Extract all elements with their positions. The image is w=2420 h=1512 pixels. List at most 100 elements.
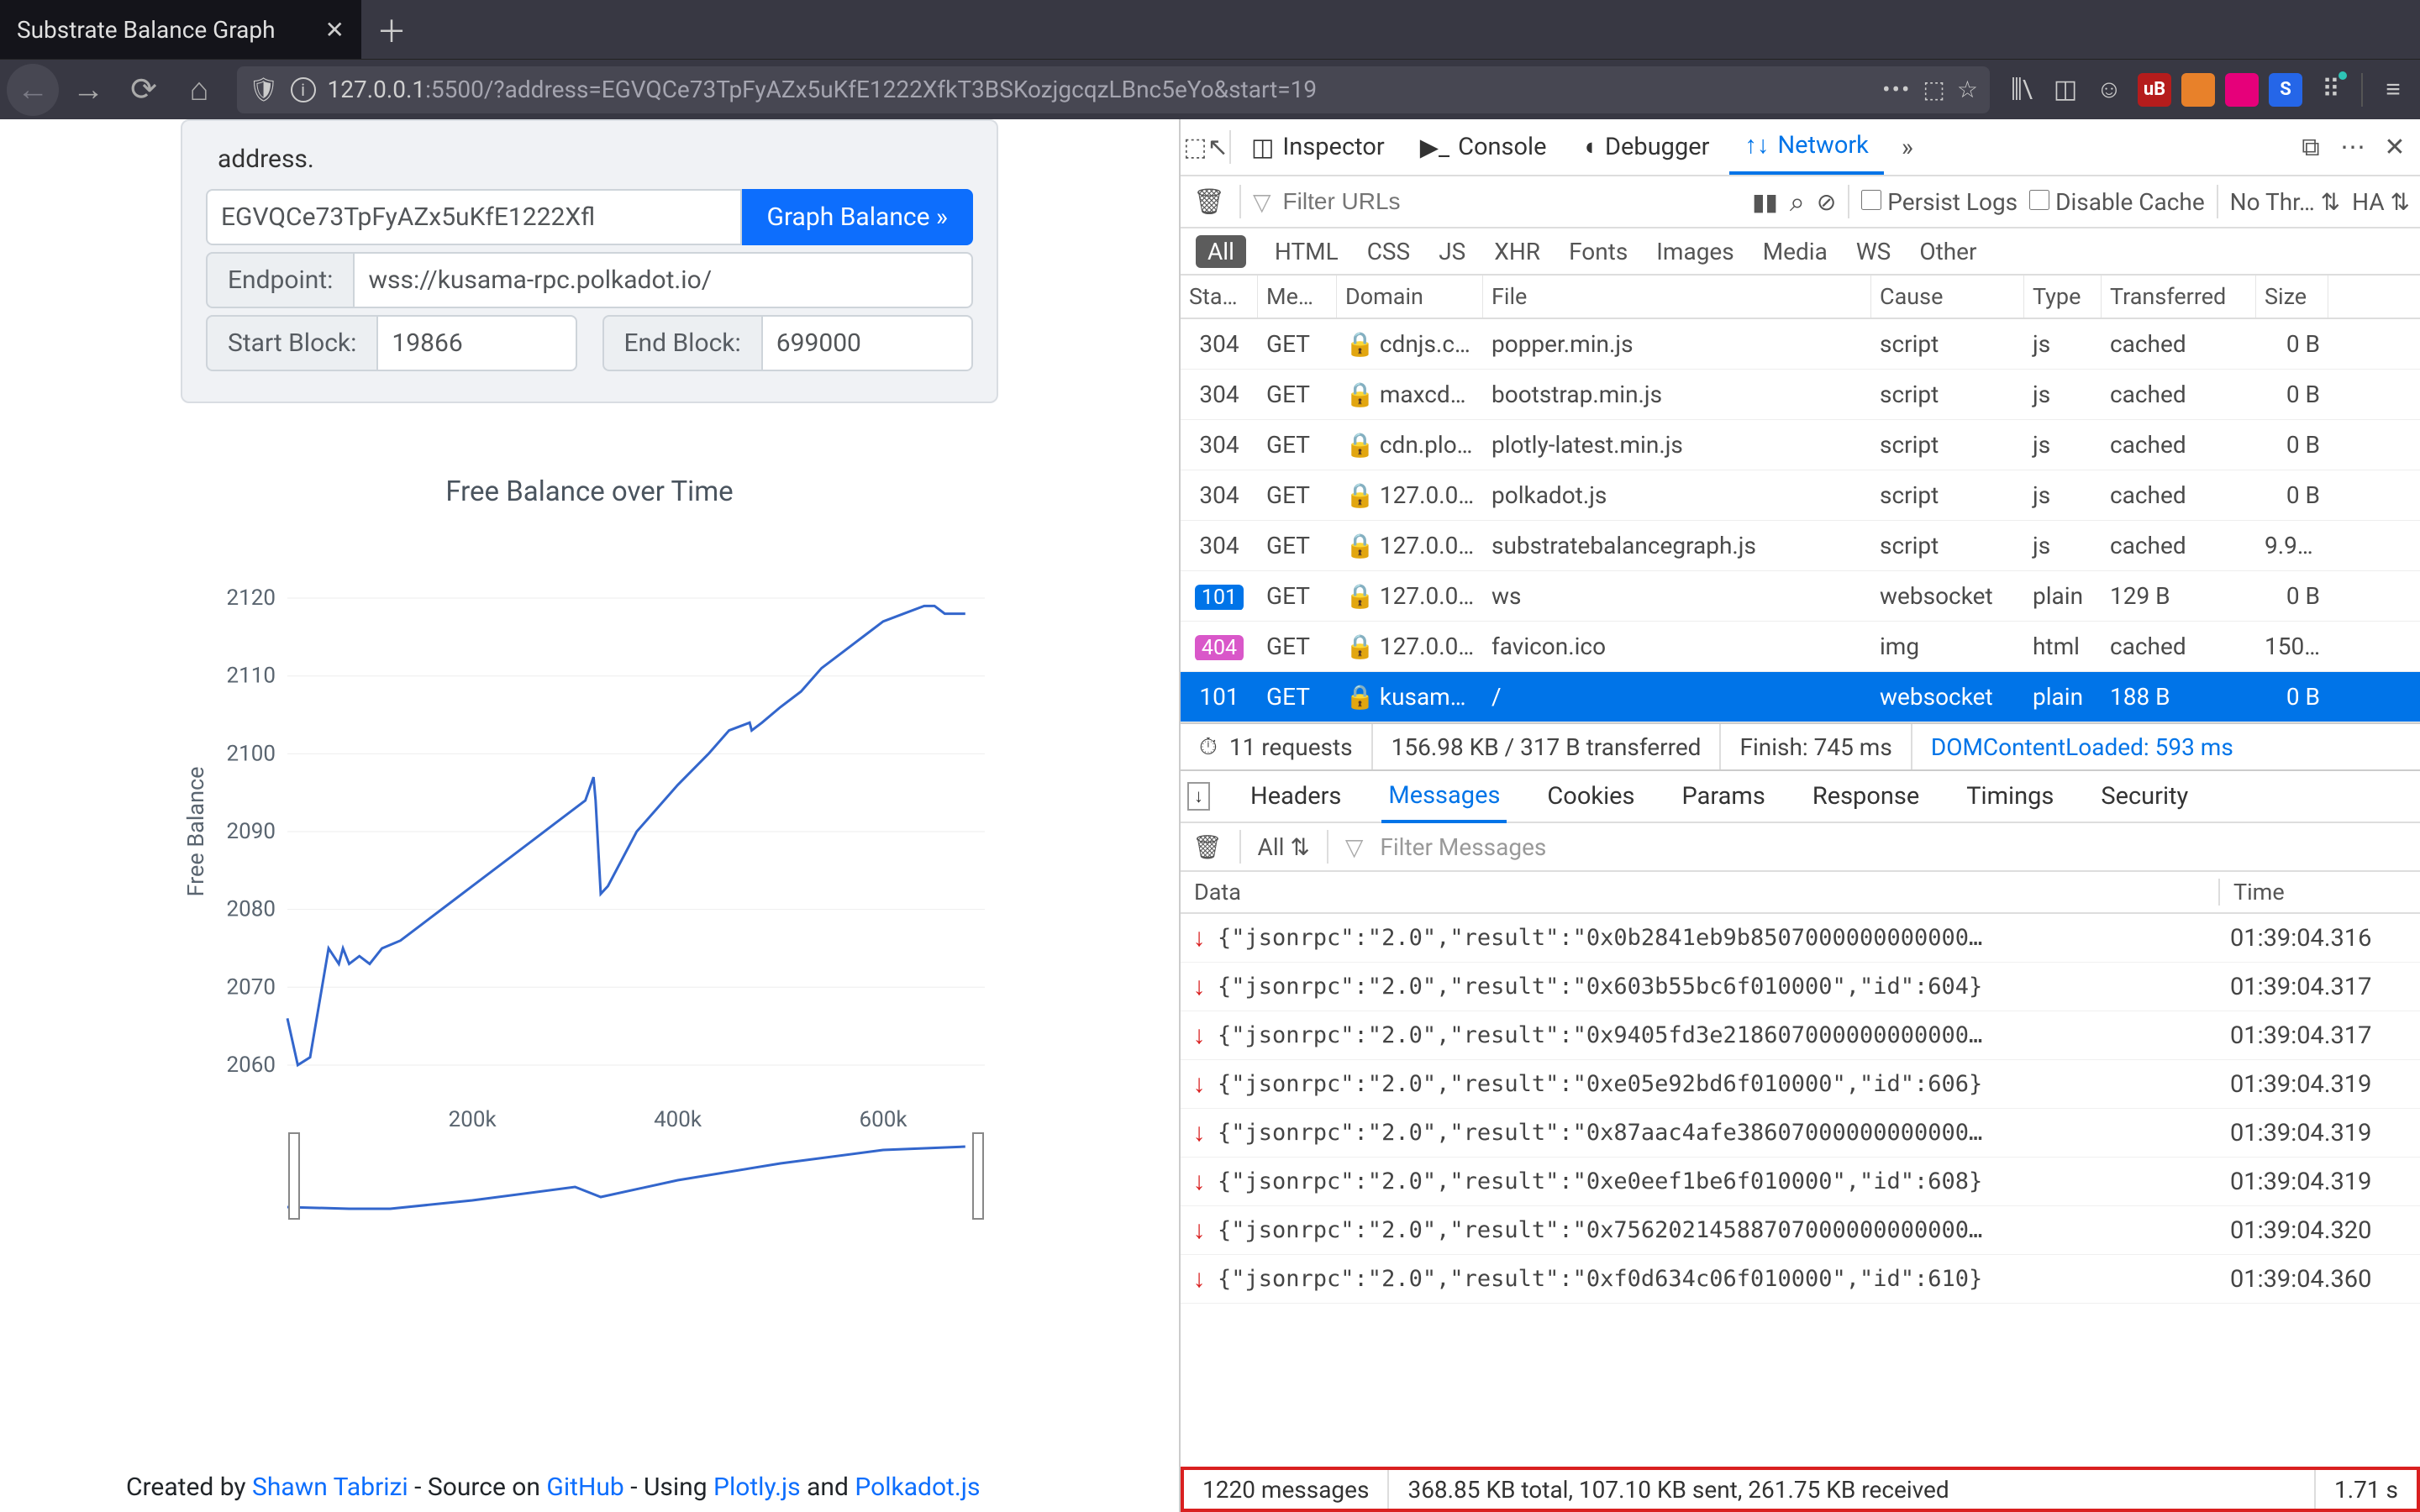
dcl-link[interactable]: DOMContentLoaded: 593 ms	[1912, 724, 2252, 769]
account-icon[interactable]: ☺	[2089, 70, 2129, 110]
network-row[interactable]: 304GET🔒maxcdn…bootstrap.min.jsscriptjsca…	[1181, 370, 2420, 420]
params-tab[interactable]: Params	[1675, 782, 1771, 811]
disable-cache-checkbox[interactable]: Disable Cache	[2029, 188, 2205, 216]
github-link[interactable]: GitHub	[546, 1473, 623, 1502]
devtools-menu-icon[interactable]: ⋯	[2334, 129, 2371, 165]
network-tab[interactable]: ↑↓Network	[1729, 119, 1883, 175]
bookmark-icon[interactable]: ☆	[1957, 76, 1978, 103]
network-row[interactable]: 101GET🔒kusama…/websocketplain188 B0 B	[1181, 672, 2420, 722]
library-icon[interactable]: ⫼\	[2002, 70, 2042, 110]
message-row[interactable]: ↓{"jsonrpc":"2.0","result":"0x87aac4afe3…	[1181, 1109, 2420, 1158]
network-row[interactable]: 101GET🔒127.0.0.…wswebsocketplain129 B0 B	[1181, 571, 2420, 622]
security-tab[interactable]: Security	[2094, 782, 2195, 811]
extension-icon[interactable]	[2181, 73, 2215, 107]
devtools-close-icon[interactable]: ✕	[2376, 129, 2413, 165]
console-tab[interactable]: ▶_Console	[1405, 119, 1562, 175]
url-bar[interactable]: 🛡 i 127.0.0.1:5500/?address=EGVQCe73TpFy…	[237, 66, 1990, 113]
line-chart[interactable]: 2060207020802090210021102120200k400k600k…	[178, 550, 1002, 1239]
detail-tabs: ↓ Headers Messages Cookies Params Respon…	[1181, 771, 2420, 823]
network-row[interactable]: 304GET🔒cdnjs.cl…popper.min.jsscriptjscac…	[1181, 319, 2420, 370]
filter-xhr[interactable]: XHR	[1494, 238, 1540, 265]
messages-filter-all[interactable]: All ⇅	[1258, 833, 1310, 861]
throttle-select[interactable]: No Thr… ⇅	[2230, 188, 2340, 216]
filter-all[interactable]: All	[1196, 235, 1246, 268]
persist-logs-checkbox[interactable]: Persist Logs	[1861, 188, 2018, 216]
polkadot-link[interactable]: Polkadot.js	[855, 1473, 980, 1502]
author-link[interactable]: Shawn Tabrizi	[252, 1473, 408, 1502]
filter-ws[interactable]: WS	[1856, 238, 1891, 265]
pause-icon[interactable]: ▮▮	[1752, 188, 1778, 216]
down-arrow-icon: ↓	[1181, 972, 1218, 1001]
more-icon[interactable]: •••	[1882, 76, 1911, 103]
message-row[interactable]: ↓{"jsonrpc":"2.0","result":"0xe0eef1be6f…	[1181, 1158, 2420, 1206]
filter-urls-input[interactable]	[1283, 188, 1434, 215]
close-icon[interactable]: ✕	[325, 16, 345, 44]
responsive-icon[interactable]: ⧉	[2292, 129, 2329, 165]
filter-other[interactable]: Other	[1919, 238, 1976, 265]
message-row[interactable]: ↓{"jsonrpc":"2.0","result":"0xe05e92bd6f…	[1181, 1060, 2420, 1109]
extension-icon[interactable]: uB	[2138, 73, 2171, 107]
save-icon[interactable]: ↓	[1187, 782, 1210, 811]
shield-icon[interactable]: 🛡	[249, 76, 279, 103]
info-icon[interactable]: i	[291, 77, 316, 102]
clear-messages-icon[interactable]: 🗑	[1192, 833, 1223, 861]
debugger-icon: ◖	[1581, 133, 1597, 161]
start-block-input[interactable]: 19866	[376, 315, 576, 371]
network-table-header: Sta… Me… Domain File Cause Type Transfer…	[1181, 276, 2420, 319]
end-block-input[interactable]: 699000	[761, 315, 973, 371]
har-select[interactable]: HA ⇅	[2352, 188, 2410, 216]
inspector-tab[interactable]: ◫Inspector	[1236, 119, 1400, 175]
menu-icon[interactable]: ≡	[2373, 70, 2413, 110]
forward-button[interactable]: →	[62, 64, 114, 116]
ws-summary: 1220 messages 368.85 KB total, 107.10 KB…	[1181, 1467, 2420, 1512]
messages-filter-input[interactable]: Filter Messages	[1380, 833, 1546, 861]
home-button[interactable]: ⌂	[173, 64, 225, 116]
reload-button[interactable]: ⟳	[118, 64, 170, 116]
network-toolbar: 🗑 ▽ ▮▮ ⌕ ⊘ Persist Logs Disable Cache No…	[1181, 176, 2420, 228]
block-icon[interactable]: ⊘	[1817, 188, 1836, 216]
filter-fonts[interactable]: Fonts	[1569, 238, 1628, 265]
overflow-icon[interactable]: ⠿	[2311, 70, 2351, 110]
trash-icon[interactable]: 🗑	[1191, 183, 1228, 220]
message-row[interactable]: ↓{"jsonrpc":"2.0","result":"0x7562021458…	[1181, 1206, 2420, 1255]
sidebar-icon[interactable]: ◫	[2045, 70, 2086, 110]
filter-images[interactable]: Images	[1656, 238, 1733, 265]
network-row[interactable]: 404GET🔒127.0.0.…favicon.icoimghtmlcached…	[1181, 622, 2420, 672]
endpoint-label: Endpoint:	[206, 252, 353, 308]
messages-tab[interactable]: Messages	[1381, 781, 1507, 823]
timings-tab[interactable]: Timings	[1960, 782, 2060, 811]
filter-js[interactable]: JS	[1439, 238, 1465, 265]
message-row[interactable]: ↓{"jsonrpc":"2.0","result":"0xf0d634c06f…	[1181, 1255, 2420, 1304]
overflow-tabs-icon[interactable]: »	[1889, 129, 1926, 165]
reader-icon[interactable]: ⬚	[1923, 76, 1944, 103]
extension-icon[interactable]: S	[2269, 73, 2302, 107]
browser-tab-strip: Substrate Balance Graph ✕ ＋	[0, 0, 2420, 59]
filter-html[interactable]: HTML	[1275, 238, 1339, 265]
back-button[interactable]: ←	[7, 64, 59, 116]
search-icon[interactable]: ⌕	[1790, 186, 1805, 218]
plotly-link[interactable]: Plotly.js	[713, 1473, 801, 1502]
page-footer: Created by Shawn Tabrizi - Source on Git…	[126, 1473, 980, 1502]
response-tab[interactable]: Response	[1806, 782, 1926, 811]
debugger-tab[interactable]: ◖Debugger	[1566, 119, 1724, 175]
endpoint-input[interactable]: wss://kusama-rpc.polkadot.io/	[353, 252, 973, 308]
browser-tab[interactable]: Substrate Balance Graph ✕	[0, 0, 361, 59]
message-row[interactable]: ↓{"jsonrpc":"2.0","result":"0x603b55bc6f…	[1181, 963, 2420, 1011]
new-tab-button[interactable]: ＋	[361, 0, 422, 59]
cookies-tab[interactable]: Cookies	[1540, 782, 1641, 811]
graph-balance-button[interactable]: Graph Balance »	[742, 189, 973, 245]
network-row[interactable]: 304GET🔒127.0.0.…polkadot.jsscriptjscache…	[1181, 470, 2420, 521]
chart-area: Free Balance over Time 20602070208020902…	[178, 475, 1001, 1239]
network-row[interactable]: 304GET🔒cdn.plot…plotly-latest.min.jsscri…	[1181, 420, 2420, 470]
devtools-panel: ⬚↖ ◫Inspector ▶_Console ◖Debugger ↑↓Netw…	[1179, 119, 2420, 1512]
svg-text:200k: 200k	[449, 1107, 497, 1132]
message-row[interactable]: ↓{"jsonrpc":"2.0","result":"0x9405fd3e21…	[1181, 1011, 2420, 1060]
headers-tab[interactable]: Headers	[1244, 782, 1348, 811]
extension-icon[interactable]	[2225, 73, 2259, 107]
network-row[interactable]: 304GET🔒127.0.0.…substratebalancegraph.js…	[1181, 521, 2420, 571]
filter-css[interactable]: CSS	[1367, 238, 1410, 265]
address-input[interactable]: EGVQCe73TpFyAZx5uKfE1222Xfl	[206, 189, 742, 245]
filter-media[interactable]: Media	[1763, 238, 1828, 265]
message-row[interactable]: ↓{"jsonrpc":"2.0","result":"0x0b2841eb9b…	[1181, 914, 2420, 963]
inspect-element-icon[interactable]: ⬚↖	[1187, 129, 1224, 165]
